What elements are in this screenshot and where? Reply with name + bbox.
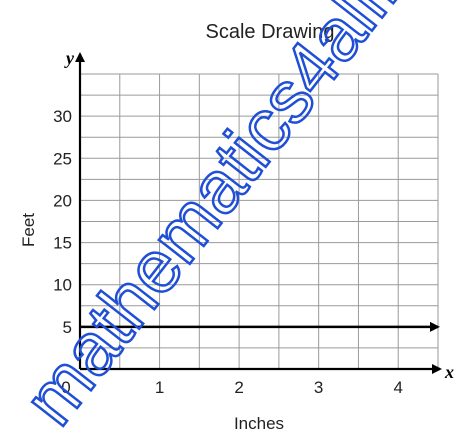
y-tick-label: 20 <box>53 191 72 210</box>
x-tick-label: 2 <box>234 378 243 397</box>
x-tick-label: 0 <box>61 378 70 397</box>
chart-title: Scale Drawing <box>206 21 335 43</box>
y-tick-label: 15 <box>53 234 72 253</box>
watermark-text: mathematics4all.com <box>7 0 459 436</box>
y-tick-label: 30 <box>53 107 72 126</box>
y-tick-label: 10 <box>53 276 72 295</box>
x-tick-label: 4 <box>393 378 402 397</box>
y-tick-label: 25 <box>53 149 72 168</box>
y-axis-label: Feet <box>19 213 38 247</box>
x-tick-label: 1 <box>155 378 164 397</box>
x-axis-label: Inches <box>234 414 284 433</box>
tick-labels: 0 1 2 3 4 5 10 15 20 25 30 <box>53 107 403 397</box>
y-axis-letter: y <box>64 48 75 68</box>
axes <box>75 52 442 374</box>
x-axis-letter: x <box>444 362 454 382</box>
x-tick-label: 3 <box>314 378 323 397</box>
y-tick-label: 5 <box>63 318 72 337</box>
